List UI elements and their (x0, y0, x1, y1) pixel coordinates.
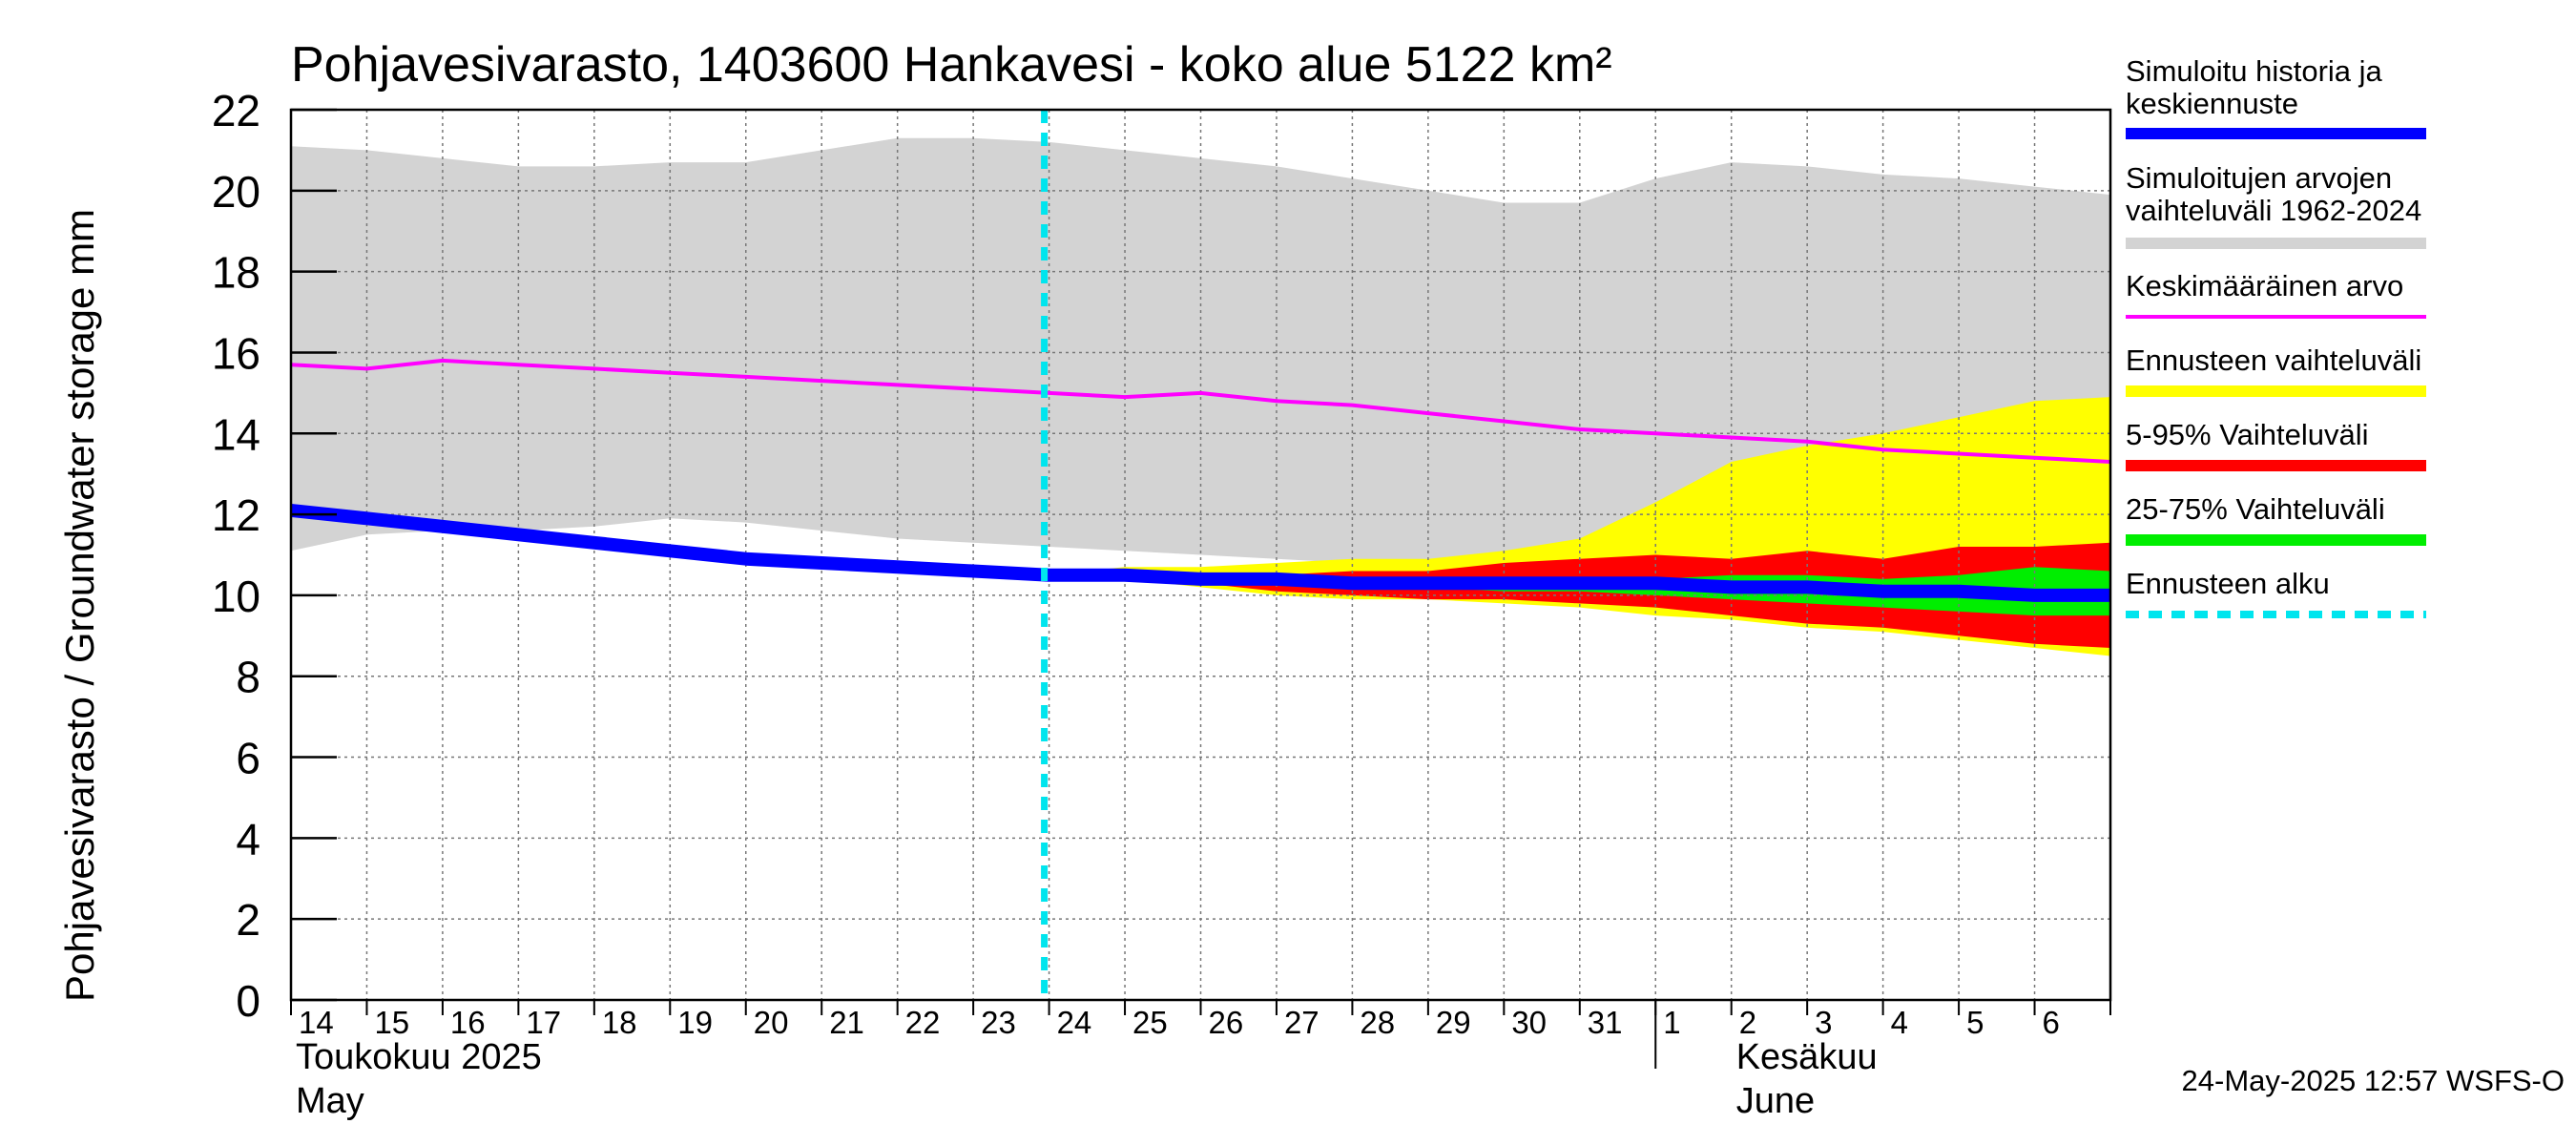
legend-label-2: Simuloitujen arvojen (2126, 161, 2392, 195)
legend-label-1: Simuloitu historia ja (2126, 54, 2383, 88)
x-tick-label: 16 (450, 1005, 486, 1040)
month-label-en: May (296, 1081, 364, 1121)
series-line-2 (290, 503, 2110, 602)
legend-label-1: keskiennuste (2126, 87, 2298, 120)
y-axis-label: Pohjavesivarasto / Groundwater storage m… (57, 209, 102, 1002)
legend-label-4: Ennusteen vaihteluväli (2126, 344, 2421, 377)
y-tick-label: 6 (236, 734, 260, 783)
x-tick-label: 29 (1436, 1005, 1471, 1040)
legend-label-7: Ennusteen alku (2126, 567, 2330, 600)
y-tick-label: 14 (212, 409, 260, 459)
series-line-1 (290, 358, 2111, 464)
y-tick-label: 16 (212, 328, 260, 378)
x-tick-label: 5 (1966, 1005, 1984, 1040)
x-tick-label: 17 (526, 1005, 561, 1040)
chart-title: Pohjavesivarasto, 1403600 Hankavesi - ko… (291, 37, 1612, 93)
x-tick-label: 4 (1891, 1005, 1908, 1040)
x-tick-label: 21 (829, 1005, 864, 1040)
y-tick-label: 4 (236, 814, 260, 864)
x-tick-label: 22 (905, 1005, 941, 1040)
band-3 (1049, 542, 2110, 648)
x-tick-label: 15 (374, 1005, 409, 1040)
y-tick-label: 12 (212, 490, 260, 540)
x-tick-label: 14 (299, 1005, 334, 1040)
x-tick-label: 28 (1360, 1005, 1395, 1040)
x-tick-label: 24 (1057, 1005, 1092, 1040)
x-tick-label: 18 (602, 1005, 637, 1040)
timestamp: 24-May-2025 12:57 WSFS-O (2182, 1064, 2565, 1097)
x-tick-label: 27 (1284, 1005, 1319, 1040)
x-tick-label: 1 (1663, 1005, 1680, 1040)
legend-label-3: Keskimääräinen arvo (2126, 269, 2403, 302)
x-tick-label: 6 (2043, 1005, 2060, 1040)
x-tick-label: 26 (1209, 1005, 1244, 1040)
x-tick-label: 31 (1588, 1005, 1623, 1040)
y-tick-label: 2 (236, 895, 260, 945)
month-label-fi: Toukokuu 2025 (296, 1037, 542, 1077)
y-tick-label: 8 (236, 653, 260, 702)
y-tick-label: 0 (236, 976, 260, 1026)
x-tick-label: 19 (677, 1005, 713, 1040)
x-tick-label: 30 (1511, 1005, 1547, 1040)
x-tick-label: 20 (754, 1005, 789, 1040)
y-tick-label: 20 (212, 167, 260, 217)
x-tick-label: 25 (1132, 1005, 1168, 1040)
x-tick-label: 3 (1815, 1005, 1832, 1040)
month-label-en: June (1736, 1081, 1815, 1121)
legend-label-5: 5-95% Vaihteluväli (2126, 418, 2368, 451)
legend-label-2: vaihteluväli 1962-2024 (2126, 194, 2421, 227)
x-tick-label: 2 (1739, 1005, 1756, 1040)
y-tick-label: 10 (212, 572, 260, 621)
y-tick-label: 22 (212, 86, 260, 135)
month-label-fi: Kesäkuu (1736, 1037, 1878, 1077)
x-tick-label: 23 (981, 1005, 1016, 1040)
legend-label-6: 25-75% Vaihteluväli (2126, 492, 2385, 526)
y-tick-label: 18 (212, 248, 260, 298)
